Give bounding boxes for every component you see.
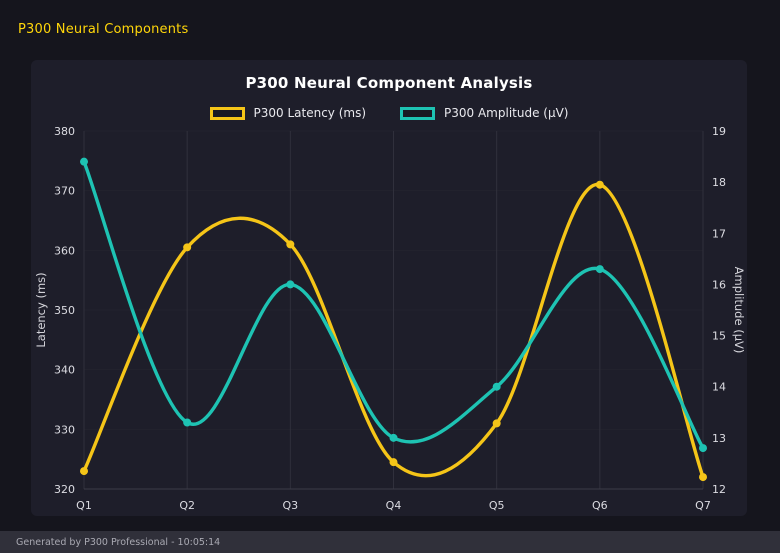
- chart-title: P300 Neural Component Analysis: [245, 74, 533, 92]
- legend-swatch: [400, 106, 436, 120]
- legend-label: P300 Latency (ms): [253, 106, 367, 120]
- data-point: [389, 458, 398, 467]
- data-point: [699, 444, 707, 453]
- left-axis-tick: 320: [54, 483, 75, 496]
- chart-panel: P300 Neural Component Analysis P300 Late…: [31, 60, 747, 516]
- data-point: [286, 240, 295, 249]
- x-axis-tick: Q7: [695, 499, 711, 512]
- left-axis-tick: 330: [54, 423, 75, 436]
- right-axis-tick: 14: [712, 381, 726, 394]
- left-axis-tick: 350: [54, 304, 75, 317]
- left-axis-tick: 360: [54, 244, 75, 257]
- x-axis-tick: Q4: [386, 499, 402, 512]
- data-point: [183, 418, 192, 427]
- right-axis-tick: 17: [712, 227, 726, 240]
- x-axis-tick: Q2: [179, 499, 195, 512]
- data-point: [286, 280, 295, 289]
- x-axis-tick: Q5: [489, 499, 505, 512]
- page-title: P300 Neural Components: [18, 22, 189, 37]
- left-axis-title: Latency (ms): [34, 272, 48, 347]
- line-chart: 320 330 340 350 360 370 380 12 13 14 15 16 17 18 19 Q1 Q…: [34, 125, 746, 512]
- right-axis-tick: 15: [712, 330, 726, 343]
- left-axis-tick: 380: [54, 125, 75, 138]
- footer-bar: Generated by P300 Professional - 10:05:1…: [0, 531, 780, 553]
- x-axis-tick: Q1: [76, 499, 92, 512]
- data-point: [595, 265, 604, 274]
- legend-item[interactable]: P300 Latency (ms): [209, 106, 367, 120]
- data-point: [699, 473, 707, 482]
- data-point: [492, 419, 501, 428]
- data-point: [389, 433, 398, 442]
- data-point: [80, 467, 88, 476]
- legend-label: P300 Amplitude (μV): [444, 106, 569, 120]
- legend-swatch: [209, 106, 245, 120]
- right-axis-tick: 16: [712, 278, 726, 291]
- right-axis-tick: 12: [712, 483, 726, 496]
- data-point: [80, 157, 88, 166]
- right-axis-tick: 18: [712, 176, 726, 189]
- data-point: [492, 382, 501, 391]
- right-axis-title: Amplitude (μV): [732, 267, 746, 354]
- data-point: [183, 243, 192, 252]
- x-axis-tick: Q3: [282, 499, 298, 512]
- left-axis-tick: 340: [54, 364, 75, 377]
- data-point: [595, 180, 604, 189]
- chart-legend: P300 Latency (ms) P300 Amplitude (μV): [31, 105, 747, 121]
- right-axis-tick: 19: [712, 125, 726, 138]
- x-axis-tick: Q6: [592, 499, 608, 512]
- left-axis-tick: 370: [54, 185, 75, 198]
- legend-item[interactable]: P300 Amplitude (μV): [400, 106, 569, 120]
- right-axis-tick: 13: [712, 432, 726, 445]
- footer-note: Generated by P300 Professional - 10:05:1…: [16, 536, 221, 548]
